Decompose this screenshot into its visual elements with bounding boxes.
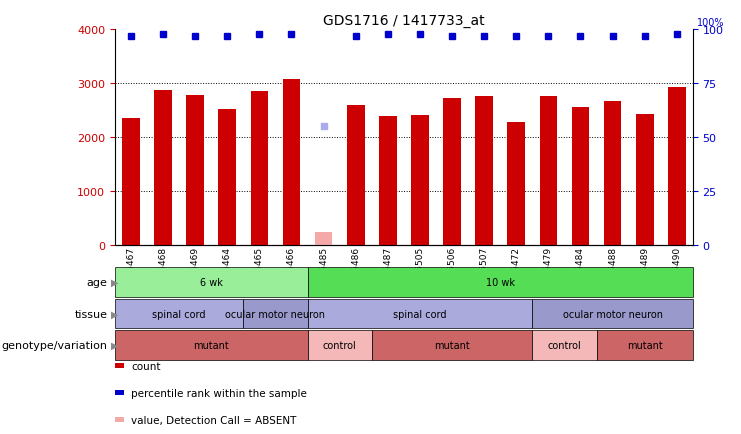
Bar bbox=[250, 92, 268, 245]
Bar bbox=[154, 91, 172, 245]
Text: mutant: mutant bbox=[193, 340, 229, 350]
Text: genotype/variation: genotype/variation bbox=[1, 340, 107, 350]
Text: spinal cord: spinal cord bbox=[153, 309, 206, 319]
Text: control: control bbox=[323, 340, 356, 350]
Text: spinal cord: spinal cord bbox=[393, 309, 447, 319]
Bar bbox=[571, 108, 589, 245]
Text: tissue: tissue bbox=[74, 309, 107, 319]
Bar bbox=[539, 97, 557, 245]
Bar bbox=[443, 99, 461, 245]
Text: ocular motor neuron: ocular motor neuron bbox=[225, 309, 325, 319]
Text: ▶: ▶ bbox=[111, 309, 119, 319]
Bar bbox=[604, 102, 622, 245]
Text: ▶: ▶ bbox=[111, 340, 119, 350]
Text: 100%: 100% bbox=[697, 18, 724, 28]
Bar bbox=[122, 119, 140, 245]
Bar bbox=[411, 115, 429, 245]
Bar bbox=[379, 116, 396, 245]
Bar bbox=[475, 97, 493, 245]
Text: mutant: mutant bbox=[434, 340, 470, 350]
Text: 6 wk: 6 wk bbox=[200, 278, 222, 287]
Text: ▶: ▶ bbox=[111, 278, 119, 287]
Bar bbox=[186, 95, 204, 245]
Text: 10 wk: 10 wk bbox=[485, 278, 515, 287]
Bar bbox=[315, 233, 333, 245]
Bar bbox=[636, 115, 654, 245]
Bar bbox=[347, 105, 365, 245]
Text: ocular motor neuron: ocular motor neuron bbox=[562, 309, 662, 319]
Text: value, Detection Call = ABSENT: value, Detection Call = ABSENT bbox=[131, 415, 296, 424]
Text: percentile rank within the sample: percentile rank within the sample bbox=[131, 388, 307, 398]
Bar bbox=[219, 109, 236, 245]
Text: count: count bbox=[131, 361, 161, 371]
Text: mutant: mutant bbox=[627, 340, 662, 350]
Text: age: age bbox=[87, 278, 107, 287]
Bar bbox=[668, 88, 685, 245]
Bar bbox=[508, 122, 525, 245]
Title: GDS1716 / 1417733_at: GDS1716 / 1417733_at bbox=[323, 14, 485, 28]
Text: control: control bbox=[548, 340, 581, 350]
Bar bbox=[282, 80, 300, 245]
